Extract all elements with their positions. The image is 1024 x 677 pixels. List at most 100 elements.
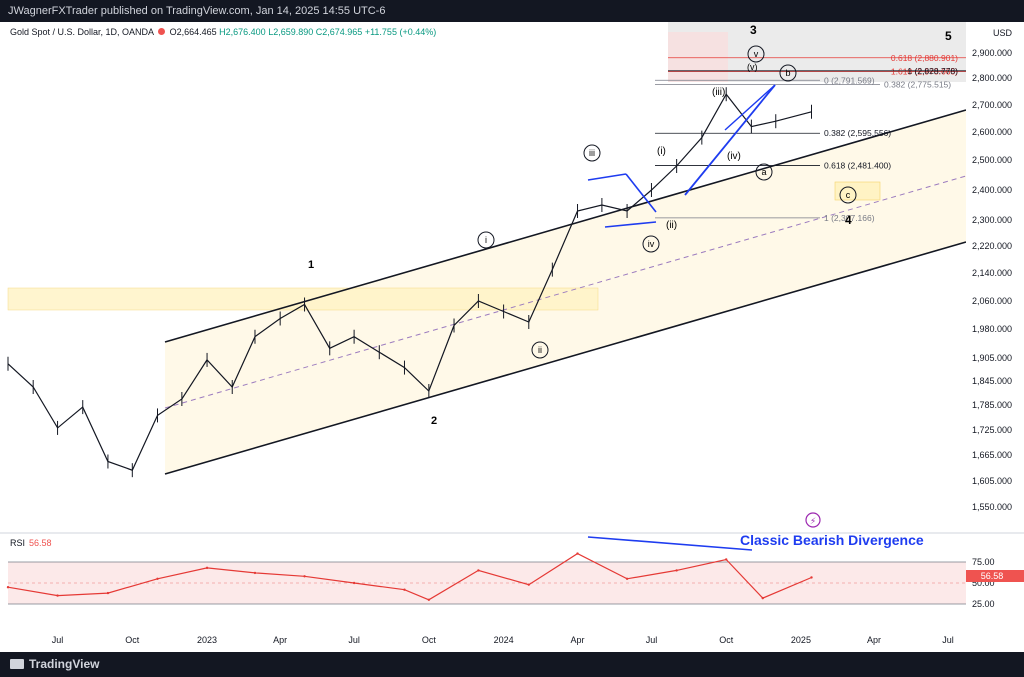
rsi-point (106, 591, 110, 595)
rsi-series (6, 552, 813, 601)
wave-labels: 1 2 3 4 5 i ii iii iv v a b c (i) (ii) (… (308, 23, 952, 427)
time-tick-label: Apr (273, 635, 287, 645)
ohlc-high: H2,676.400 (219, 27, 266, 37)
rsi-line (7, 552, 812, 601)
price-pane (0, 22, 966, 532)
publisher-bar: JWagnerFXTrader published on TradingView… (0, 0, 1024, 22)
price-tick-label: 2,800.000 (972, 73, 1012, 83)
channel-lower (164, 241, 967, 475)
fib-label: 1 (2,307.166) (824, 213, 875, 223)
circle-c: c (846, 190, 851, 200)
rsi-pane: Classic Bearish Divergence ⚡ 75.00 50.00 2… (0, 512, 1024, 609)
market-dot-icon (158, 28, 166, 35)
trend-triangle-diag (625, 173, 657, 213)
time-tick-label: Jul (348, 635, 360, 645)
price-tick-label: 2,500.000 (972, 155, 1012, 165)
time-tick-label: Oct (422, 635, 437, 645)
minor-ii: (ii) (666, 220, 677, 231)
price-tick-label: 1,550.000 (972, 502, 1012, 512)
price-tick-label: 2,900.000 (972, 48, 1012, 58)
circle-i: i (485, 235, 487, 245)
minor-i: (i) (657, 146, 666, 157)
fib-label: 1 (2,828.778) (907, 66, 958, 76)
minor-iv: (iv) (727, 151, 741, 162)
fib-label: 0.618 (2,481.400) (824, 161, 891, 171)
tradingview-icon (10, 659, 24, 669)
rsi-point (6, 586, 10, 589)
fib-label: 1.618 (2,973.665) (891, 66, 958, 76)
fib-label: 0.618 (2,880.901) (891, 53, 958, 63)
trend-diagonal (684, 84, 776, 196)
channel-upper (164, 109, 967, 343)
price-tick-label: 2,060.000 (972, 296, 1012, 306)
time-tick-label: Jul (52, 635, 64, 645)
price-tick-label: 2,400.000 (972, 185, 1012, 195)
rsi-point (56, 594, 59, 597)
rsi-band (8, 562, 966, 604)
fib-label: 0.382 (2,775.515) (884, 80, 951, 90)
circled-labels: i ii iii iv v a b c (477, 45, 857, 359)
svg-text:56.58: 56.58 (981, 571, 1004, 581)
price-tick-label: 1,980.000 (972, 324, 1012, 334)
resistance-zone (7, 287, 599, 311)
divergence-line (587, 536, 753, 551)
rsi-point (625, 577, 629, 580)
target-box-c (834, 181, 881, 201)
wave-5: 5 (945, 29, 952, 43)
rsi-tick-label: 25.00 (972, 599, 995, 609)
price-tick-label: 1,605.000 (972, 476, 1012, 486)
price-tick-label: 2,140.000 (972, 268, 1012, 278)
trend-diagonal-2 (724, 84, 776, 131)
lightning-icon (805, 512, 821, 528)
ohlc-open: O2,664.465 (169, 27, 217, 37)
circle-v: v (754, 49, 759, 59)
price-tick-label: 2,600.000 (972, 127, 1012, 137)
trendlines (587, 84, 776, 228)
price-series (7, 87, 813, 478)
minor-v: (v) (747, 62, 758, 72)
time-tick-label: Oct (719, 635, 734, 645)
trend-triangle-bottom (604, 221, 657, 228)
rsi-point (761, 596, 764, 600)
channel-mid (164, 175, 967, 409)
ohlc-change: +11.755 (+0.44%) (364, 27, 437, 37)
price-tick-label: 2,700.000 (972, 100, 1012, 110)
time-axis[interactable]: Jul Oct 2023 Apr Jul Oct 2024 Apr Jul Oct 2025 Apr J… (52, 635, 954, 645)
minor-iii: (iii) (712, 87, 725, 98)
wave-1: 1 (308, 259, 314, 271)
rsi-tick-label: 75.00 (972, 557, 995, 567)
currency-label: USD (992, 28, 1012, 38)
rsi-point (576, 552, 579, 555)
divergence-label: Classic Bearish Divergence (740, 532, 924, 548)
rsi-point (303, 575, 306, 578)
circle-iv: iv (648, 239, 655, 249)
rsi-point (253, 571, 257, 575)
circle-b: b (785, 68, 790, 78)
price-ticks: 2,900.000 2,800.000 2,700.000 2,600.000 2,50… (972, 48, 1012, 512)
rsi-point (352, 581, 356, 585)
time-tick-label: Apr (867, 635, 881, 645)
price-chart[interactable]: 1.618 (2,973.665) 0.618 (2,880.901) 0 (2,7… (0, 22, 1024, 652)
fib-label: 0.382 (2,595.556) (824, 128, 891, 138)
publisher-text: JWagnerFXTrader published on TradingView… (8, 5, 386, 17)
price-tick-label: 1,725.000 (972, 425, 1012, 435)
wave-3: 3 (750, 23, 757, 37)
rsi-point (527, 583, 530, 586)
price-axis[interactable]: 2,900.000 2,800.000 2,700.000 2,600.000 2,50… (966, 22, 1024, 630)
time-tick-label: 2025 (791, 635, 811, 645)
tradingview-logo[interactable]: TradingView (10, 657, 99, 671)
price-tick-label: 1,905.000 (972, 353, 1012, 363)
circle-a: a (761, 167, 766, 177)
ohlc-close: C2,674.965 (315, 27, 363, 37)
circle-iii: iii (589, 148, 595, 158)
rsi-point (427, 598, 431, 601)
rsi-point (403, 588, 406, 591)
rsi-value: 56.58 (29, 538, 52, 548)
ohlc-low: L2,659.890 (268, 27, 314, 37)
rsi-point (675, 569, 678, 572)
rsi-point (205, 566, 209, 570)
rsi-point (156, 577, 159, 580)
symbol-legend: Gold Spot / U.S. Dollar, 1D, OANDA O2,66… (10, 27, 436, 37)
time-tick-label: 2024 (494, 635, 514, 645)
channel-lines (164, 109, 967, 475)
